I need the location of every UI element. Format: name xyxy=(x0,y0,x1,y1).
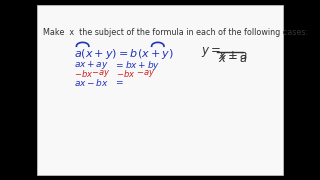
Text: Make  x  the subject of the formula in each of the following cases:: Make x the subject of the formula in eac… xyxy=(43,28,308,37)
Text: $ax + ay$: $ax + ay$ xyxy=(74,58,109,71)
Text: $-bx$: $-bx$ xyxy=(74,68,93,79)
Text: $a(x + y) = b(x + y)$: $a(x + y) = b(x + y)$ xyxy=(74,47,174,61)
Text: $ax - bx$: $ax - bx$ xyxy=(74,77,109,88)
Text: $=$: $=$ xyxy=(115,77,125,86)
Text: $-ay$: $-ay$ xyxy=(136,68,155,79)
Text: $-bx$: $-bx$ xyxy=(116,68,135,79)
Text: $x + a$: $x + a$ xyxy=(218,49,248,62)
Text: $y = $: $y = $ xyxy=(201,45,221,59)
Text: $-ay$: $-ay$ xyxy=(91,68,110,79)
Text: $= bx + by$: $= bx + by$ xyxy=(115,58,161,72)
Text: $x - a$: $x - a$ xyxy=(218,52,248,65)
